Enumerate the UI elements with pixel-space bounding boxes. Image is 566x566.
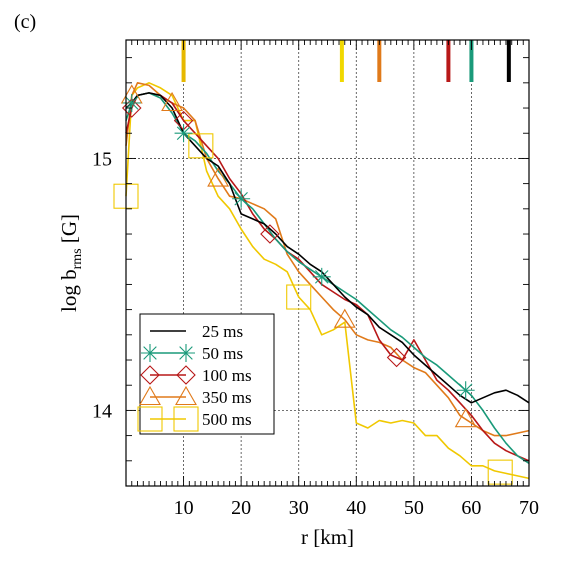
y-tick-label: 15 xyxy=(92,148,112,170)
top-marker xyxy=(339,40,344,82)
series-marker xyxy=(137,406,163,432)
y-tick-label: 14 xyxy=(92,400,112,422)
y-axis-title-sub: rms xyxy=(70,248,85,269)
series-marker xyxy=(260,224,280,244)
series-marker xyxy=(173,406,199,432)
top-marker xyxy=(446,40,451,82)
y-tick-labels: 14 15 xyxy=(92,148,112,422)
x-tick-label: 60 xyxy=(461,497,481,519)
legend-label: 100 ms xyxy=(202,366,252,385)
x-tick-label: 50 xyxy=(404,497,424,519)
axis-ticks xyxy=(126,40,529,486)
grid xyxy=(126,40,529,486)
series-line xyxy=(125,82,530,437)
x-tick-label: 40 xyxy=(346,497,366,519)
legend-label: 50 ms xyxy=(202,344,243,363)
y-axis-title-unit: [G] xyxy=(57,214,81,248)
series-marker xyxy=(141,344,159,362)
legend: 25 ms 50 ms 100 ms 350 ms 500 ms xyxy=(137,313,275,435)
series-marker xyxy=(232,189,251,208)
top-markers xyxy=(181,40,511,82)
series-marker xyxy=(161,91,184,112)
x-tick-labels: 10 20 30 40 50 60 70 xyxy=(174,497,539,519)
x-axis-title: r [km] xyxy=(301,525,354,549)
top-marker xyxy=(469,40,474,82)
x-tick-label: 70 xyxy=(519,497,539,519)
series-marker xyxy=(122,93,141,112)
series-marker xyxy=(140,365,160,385)
series-marker xyxy=(174,124,193,143)
series-marker xyxy=(139,385,161,406)
legend-label: 350 ms xyxy=(202,388,252,407)
top-marker xyxy=(377,40,382,82)
y-axis-title: log brms [G] xyxy=(57,214,85,312)
series-marker xyxy=(188,133,214,159)
x-tick-label: 20 xyxy=(231,497,251,519)
series-marker xyxy=(176,365,196,385)
top-marker xyxy=(506,40,511,82)
series-marker xyxy=(207,167,230,187)
series-marker xyxy=(456,381,475,400)
series-marker xyxy=(454,408,477,428)
series-marker xyxy=(286,284,312,310)
panel-label: (c) xyxy=(14,11,36,33)
series-marker xyxy=(177,344,195,362)
series-marker xyxy=(386,347,407,368)
series-marker xyxy=(175,385,197,406)
x-tick-label: 30 xyxy=(289,497,309,519)
x-tick-label: 10 xyxy=(174,497,194,519)
top-marker xyxy=(181,40,186,82)
legend-label: 500 ms xyxy=(202,410,252,429)
y-axis-title-main: log b xyxy=(57,269,81,312)
legend-label: 25 ms xyxy=(202,322,243,341)
series-marker xyxy=(312,267,331,286)
series-marker xyxy=(333,308,356,328)
